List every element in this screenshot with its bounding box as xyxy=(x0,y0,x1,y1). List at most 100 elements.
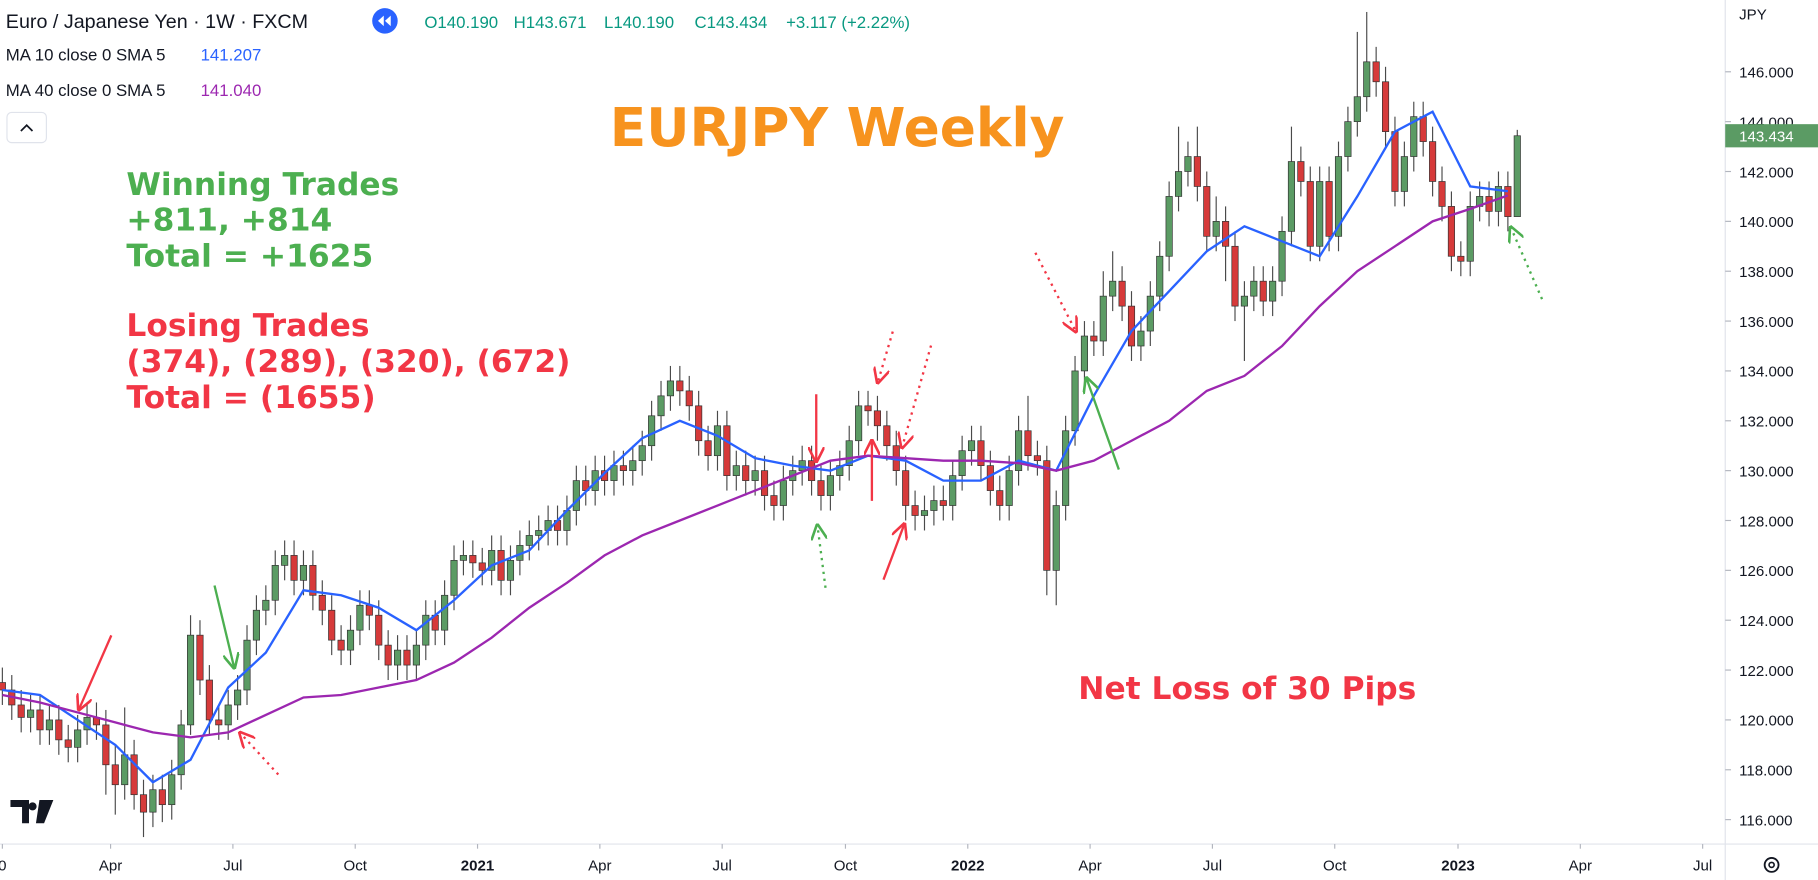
candle-body xyxy=(1372,61,1380,83)
x-tick-label: Apr xyxy=(99,858,122,875)
ohlc-change: +3.117 (+2.22%) xyxy=(786,13,910,32)
candle-body xyxy=(949,475,957,506)
arrow xyxy=(878,331,894,383)
y-tick-label: 140.000 xyxy=(1739,214,1793,231)
candle-body xyxy=(1071,370,1079,432)
candle-body xyxy=(1080,335,1088,372)
candle-body xyxy=(1419,116,1427,142)
candle-body xyxy=(403,649,411,666)
candle-body xyxy=(572,480,580,511)
candle-body xyxy=(1438,181,1446,207)
candle-body xyxy=(911,505,919,516)
candle-body xyxy=(1353,96,1361,122)
candle-body xyxy=(779,480,787,506)
candle-body xyxy=(1090,335,1098,342)
candle-body xyxy=(375,614,383,646)
candle-body xyxy=(262,599,270,611)
ohlc-low: L140.190 xyxy=(604,13,674,32)
candle-body xyxy=(506,560,515,581)
candle-body xyxy=(619,465,627,471)
candle-body xyxy=(55,719,63,741)
currency: JPY xyxy=(1739,7,1767,24)
candle-body xyxy=(1099,295,1107,342)
y-tick-label: 134.000 xyxy=(1739,364,1793,381)
y-tick-label: 132.000 xyxy=(1739,414,1793,431)
candle-body xyxy=(1184,156,1192,172)
replay-button[interactable] xyxy=(372,8,398,34)
ohlc-open: O140.190 xyxy=(424,13,498,32)
candle-body xyxy=(1447,206,1455,257)
candle-body xyxy=(1316,181,1324,247)
y-tick-label: 146.000 xyxy=(1739,65,1793,82)
candle-body xyxy=(958,450,966,476)
candle-body xyxy=(17,704,25,718)
x-tick-label: Apr xyxy=(1078,858,1101,875)
y-tick-label: 122.000 xyxy=(1739,663,1793,680)
candle-body xyxy=(102,724,110,766)
y-tick-label: 138.000 xyxy=(1739,264,1793,281)
candle-body xyxy=(732,465,740,476)
x-tick-label: 0 xyxy=(0,858,7,875)
candle-body xyxy=(1400,156,1408,192)
candle-body xyxy=(318,594,326,611)
candle-body xyxy=(422,614,430,646)
candle-body xyxy=(196,634,204,681)
candle-body xyxy=(1278,230,1286,282)
arrows xyxy=(79,227,1544,776)
y-tick-label: 128.000 xyxy=(1739,513,1793,530)
candle-body xyxy=(1193,156,1201,187)
y-tick-label: 120.000 xyxy=(1739,713,1793,730)
x-tick-label: Oct xyxy=(344,858,368,875)
y-tick-label: 118.000 xyxy=(1739,763,1792,780)
candle-body xyxy=(1240,295,1248,307)
candle-body xyxy=(130,754,138,796)
candle-body xyxy=(243,639,251,691)
last-price-label: 143.434 xyxy=(1739,129,1793,146)
candle-body xyxy=(299,565,308,581)
replay-icon xyxy=(377,15,391,27)
candle-body xyxy=(1024,430,1032,457)
y-tick-label: 124.000 xyxy=(1739,613,1793,630)
candle-body xyxy=(394,649,402,666)
candle-body xyxy=(1127,305,1136,347)
candle-body xyxy=(450,560,458,596)
candle-body xyxy=(328,609,336,641)
candle-body xyxy=(224,704,232,726)
winning-heading: Winning Trades xyxy=(126,167,399,203)
collapse-button[interactable] xyxy=(6,111,47,144)
collapse-icon xyxy=(20,123,34,132)
arrow xyxy=(240,733,280,776)
candle-body xyxy=(139,794,148,813)
x-tick-label: Jul xyxy=(713,858,732,875)
losing-heading: Losing Trades xyxy=(126,308,369,344)
candle-body xyxy=(751,470,759,481)
settings-button[interactable] xyxy=(1763,857,1780,873)
candle-body xyxy=(713,425,722,457)
candle-body xyxy=(1033,455,1041,462)
candle-body xyxy=(365,604,373,616)
candle-body xyxy=(883,425,891,447)
candle-body xyxy=(977,440,985,467)
candle-body xyxy=(1457,255,1465,262)
candle-body xyxy=(704,440,712,457)
candle-body xyxy=(177,724,185,776)
logo xyxy=(10,800,54,824)
winning-total: Total = +1625 xyxy=(126,239,373,275)
winning-trades: +811, +814 xyxy=(126,203,332,239)
candle-body xyxy=(1250,280,1258,297)
moving-average xyxy=(2,194,1509,739)
candle-body xyxy=(1203,186,1211,237)
candle-body xyxy=(187,634,195,726)
candle-body xyxy=(1297,161,1305,182)
candle-body xyxy=(1344,121,1352,157)
candle-body xyxy=(149,789,157,813)
candle-body xyxy=(158,789,166,806)
candle-body xyxy=(478,562,486,571)
candle-body xyxy=(902,470,910,506)
x-tick-label: 2022 xyxy=(951,858,985,875)
candle-body xyxy=(1118,280,1126,307)
candle-body xyxy=(168,774,176,806)
losing-trades: (374), (289), (320), (672) xyxy=(126,344,570,380)
candle-body xyxy=(648,415,656,447)
candle-body xyxy=(1043,460,1051,571)
